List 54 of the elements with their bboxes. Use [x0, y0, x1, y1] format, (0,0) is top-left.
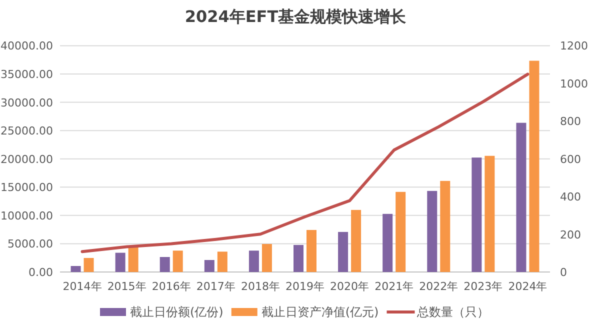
- y2-tick-label: 1200: [560, 40, 588, 53]
- x-tick-label: 2017年: [196, 280, 236, 293]
- bar: [529, 60, 540, 272]
- y-tick-label: 5000.00: [8, 238, 53, 251]
- bar: [396, 192, 406, 272]
- y2-tick-label: 0: [560, 266, 567, 279]
- y-tick-label: 40000.00: [0, 40, 53, 53]
- x-tick-label: 2015年: [107, 280, 146, 293]
- bar: [128, 246, 138, 272]
- y2-tick-label: 800: [560, 115, 581, 128]
- y2-tick-label: 400: [560, 190, 581, 204]
- x-tick-label: 2022年: [419, 280, 458, 293]
- bar: [204, 260, 214, 272]
- y2-tick-label: 1000: [560, 77, 588, 90]
- y-tick-label: 0.00: [28, 266, 53, 279]
- bar: [306, 230, 316, 272]
- x-tick-label: 2019年: [286, 280, 324, 293]
- bar: [217, 252, 228, 272]
- bar: [516, 122, 526, 272]
- legend-label: 截止日资产净值(亿元): [261, 305, 379, 319]
- bar: [172, 250, 183, 272]
- bar: [440, 180, 450, 272]
- chart-title: 2024年EFT基金规模快速增长: [184, 7, 408, 26]
- x-tick-label: 2020年: [330, 280, 370, 293]
- y-tick-label: 30000.00: [0, 96, 53, 110]
- bar: [484, 156, 495, 272]
- bar: [294, 244, 304, 272]
- legend-label: 总数量（只）: [416, 305, 489, 319]
- bar: [472, 158, 482, 272]
- x-tick-label: 2023年: [464, 280, 503, 293]
- y-tick-label: 15000.00: [0, 181, 53, 194]
- y2-tick-label: 600: [560, 152, 581, 166]
- x-tick-label: 2014年: [62, 280, 102, 293]
- legend-label: 截止日份额(亿份): [130, 305, 224, 319]
- bar: [248, 250, 259, 272]
- x-tick-label: 2021年: [374, 280, 414, 293]
- bar: [70, 266, 81, 272]
- y-tick-label: 25000.00: [0, 124, 53, 138]
- bar: [338, 232, 348, 272]
- line-series: [80, 72, 530, 254]
- y-tick-label: 35000.00: [0, 68, 53, 81]
- bar: [84, 258, 94, 272]
- bar: [115, 252, 126, 272]
- x-tick-label: 2024年: [508, 280, 548, 293]
- x-tick-label: 2018年: [240, 280, 280, 293]
- y-tick-label: 20000.00: [0, 152, 53, 166]
- x-tick-label: 2016年: [152, 280, 191, 293]
- bar: [382, 214, 393, 272]
- bar: [351, 210, 362, 272]
- y2-tick-label: 200: [560, 228, 581, 242]
- bar: [427, 190, 438, 272]
- bar: [262, 244, 272, 272]
- bar: [160, 257, 170, 272]
- y-tick-label: 10000.00: [0, 209, 53, 222]
